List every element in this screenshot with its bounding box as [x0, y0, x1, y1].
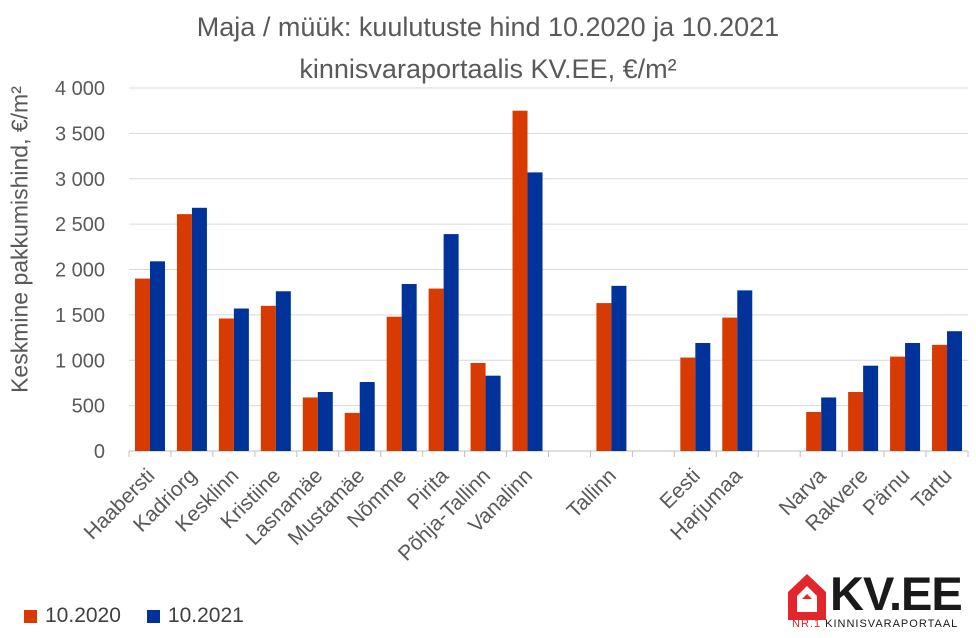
- bar-2020: [680, 357, 696, 451]
- bar-2021: [695, 343, 711, 451]
- y-tick-label: 2 500: [55, 214, 105, 236]
- y-tick-label: 0: [94, 441, 105, 463]
- bar-2021: [821, 397, 837, 451]
- bar-2020: [596, 303, 612, 451]
- legend-item-2020: 10.2020: [24, 604, 121, 628]
- bar-2020: [722, 317, 738, 451]
- legend-item-2021: 10.2021: [146, 604, 244, 628]
- bar-2020: [302, 397, 318, 451]
- x-tick-label: Pärnu: [859, 464, 915, 520]
- bar-2020: [176, 214, 192, 451]
- bar-2021: [275, 291, 291, 451]
- bar-2021: [485, 375, 501, 451]
- bar-2021: [947, 331, 963, 451]
- bar-2020: [386, 316, 402, 451]
- bar-2020: [428, 288, 444, 451]
- logo-tagline-text: KINNISVARAPORTAAL: [825, 618, 959, 630]
- x-tick-label: Tallinn: [563, 464, 621, 522]
- legend-swatch-2021: [146, 609, 160, 623]
- bar-2020: [470, 362, 486, 451]
- bar-2021: [737, 290, 753, 451]
- legend: 10.2020 10.2021: [24, 604, 270, 628]
- legend-swatch-2020: [24, 609, 37, 623]
- kv-ee-logo: KV.EE NR.1 KINNISVARAPORTAAL: [786, 567, 972, 634]
- logo-brand: KV.EE: [830, 567, 963, 620]
- bar-2020: [134, 278, 150, 451]
- bar-2020: [512, 110, 528, 451]
- bar-2021: [149, 261, 165, 451]
- chart-subtitle: kinnisvaraportaalis KV.EE, €/m²: [299, 54, 677, 84]
- bar-2021: [611, 285, 627, 451]
- bar-2021: [191, 207, 207, 451]
- bar-2020: [848, 392, 864, 451]
- legend-label-2021: 10.2021: [167, 604, 244, 627]
- bar-2020: [806, 411, 822, 451]
- legend-label-2020: 10.2020: [45, 604, 121, 627]
- bar-2021: [905, 343, 921, 451]
- bar-2021: [317, 392, 333, 451]
- bar-2021: [443, 234, 459, 451]
- y-tick-label: 2 000: [55, 260, 105, 282]
- bar-2021: [527, 172, 543, 451]
- y-tick-label: 500: [72, 396, 105, 418]
- bar-2020: [218, 318, 234, 451]
- bar-2021: [401, 284, 417, 451]
- bar-2021: [863, 365, 879, 451]
- y-tick-label: 1 000: [55, 350, 105, 372]
- bar-2020: [260, 305, 276, 451]
- x-tick-label: Tartu: [907, 464, 956, 513]
- bar-2020: [932, 344, 948, 451]
- y-tick-label: 3 500: [55, 123, 105, 145]
- bar-2021: [233, 308, 249, 451]
- bar-2020: [890, 356, 906, 451]
- bar-2020: [344, 412, 360, 451]
- y-tick-label: 4 000: [55, 78, 105, 100]
- y-tick-label: 1 500: [55, 305, 105, 327]
- logo-tagline: NR.1 KINNISVARAPORTAAL: [792, 618, 958, 630]
- house-icon: [788, 574, 826, 620]
- logo-tagline-prefix: NR.1: [792, 618, 822, 630]
- y-tick-label: 3 000: [55, 169, 105, 191]
- bar-2021: [359, 382, 375, 451]
- chart-title: Maja / müük: kuulutuste hind 10.2020 ja …: [196, 12, 780, 42]
